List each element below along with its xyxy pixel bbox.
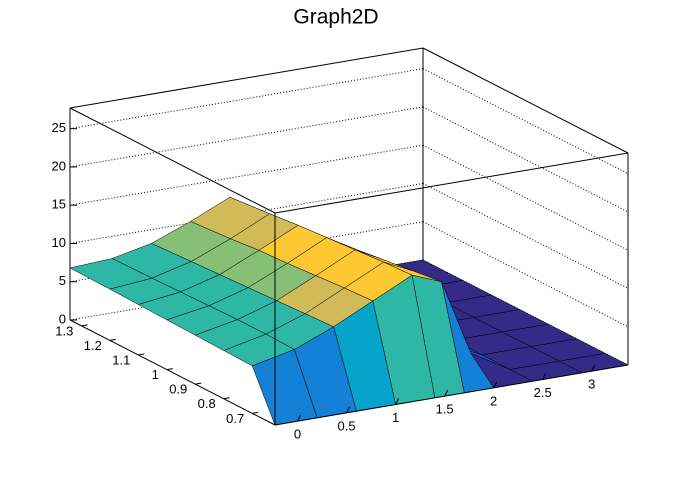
x-tick bbox=[591, 364, 596, 372]
x-tick-label: 1 bbox=[392, 410, 399, 425]
x-tick-label: 0 bbox=[294, 427, 301, 442]
x-tick-label: 3 bbox=[588, 377, 595, 392]
x-tick bbox=[444, 389, 449, 397]
x-axis bbox=[274, 364, 629, 426]
grid-line bbox=[422, 68, 629, 175]
y-tick bbox=[252, 411, 259, 414]
box-edge bbox=[422, 47, 629, 154]
grid-line bbox=[422, 144, 629, 251]
y-tick-label: 1.3 bbox=[55, 323, 73, 338]
x-tick-label: 1.5 bbox=[436, 402, 454, 417]
y-tick-label: 1 bbox=[152, 367, 159, 382]
y-tick bbox=[166, 368, 173, 371]
box-edge bbox=[69, 107, 276, 214]
y-tick-label: 0.9 bbox=[169, 382, 187, 397]
box-edge bbox=[274, 152, 629, 214]
z-tick-label: 20 bbox=[52, 158, 66, 173]
y-axis bbox=[69, 319, 276, 426]
x-tick-label: 2 bbox=[490, 393, 497, 408]
z-tick-label: 25 bbox=[52, 120, 66, 135]
z-tick-label: 5 bbox=[59, 273, 66, 288]
y-tick bbox=[138, 353, 145, 356]
x-tick bbox=[297, 414, 301, 422]
z-tick-label: 10 bbox=[52, 235, 66, 250]
x-tick bbox=[346, 406, 351, 414]
x-tick bbox=[542, 373, 547, 380]
grid-line bbox=[422, 106, 629, 213]
x-tick bbox=[493, 381, 498, 389]
grid-line bbox=[69, 144, 424, 206]
grid-line bbox=[69, 106, 424, 168]
y-tick-label: 1.2 bbox=[84, 338, 102, 353]
y-tick bbox=[109, 338, 116, 341]
y-tick bbox=[81, 324, 88, 327]
y-tick-label: 0.8 bbox=[198, 396, 216, 411]
x-tick-label: 0.5 bbox=[338, 418, 356, 433]
y-tick bbox=[223, 397, 230, 400]
box-edge bbox=[69, 47, 424, 109]
x-tick-label: 2.5 bbox=[534, 385, 552, 400]
z-tick-label: 0 bbox=[59, 311, 66, 326]
x-tick bbox=[395, 398, 400, 405]
y-tick bbox=[195, 382, 202, 385]
chart-title: Graph2D bbox=[293, 6, 378, 29]
y-tick-label: 0.7 bbox=[226, 411, 244, 426]
grid-line bbox=[422, 183, 629, 289]
z-tick-label: 15 bbox=[52, 197, 66, 212]
y-tick-label: 1.1 bbox=[112, 352, 130, 367]
